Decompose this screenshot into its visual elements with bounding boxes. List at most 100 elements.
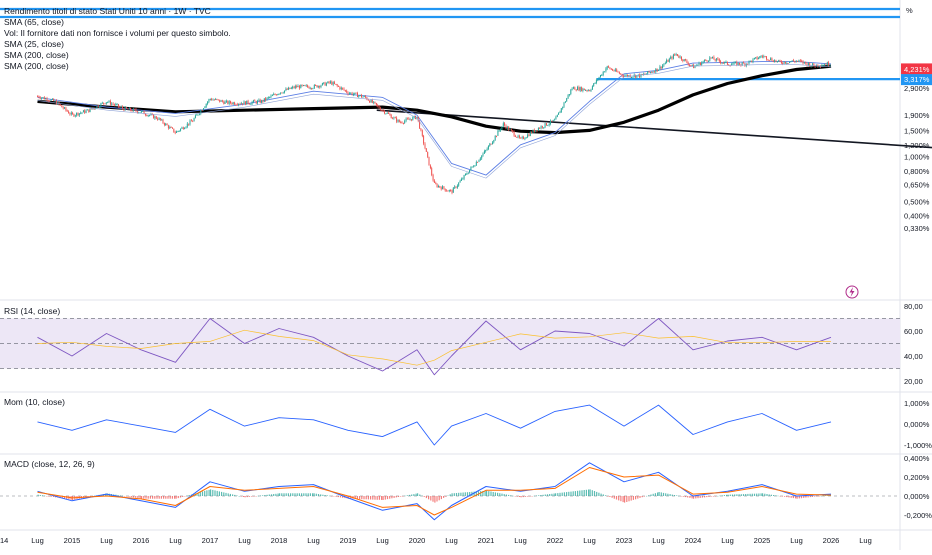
macd-histogram-bar bbox=[152, 496, 154, 499]
candle-body bbox=[120, 106, 122, 108]
candle-body bbox=[363, 96, 365, 98]
macd-histogram-bar bbox=[238, 496, 240, 497]
macd-histogram-bar bbox=[805, 496, 807, 498]
candle-body bbox=[621, 73, 623, 76]
macd-histogram-bar bbox=[378, 496, 380, 500]
rsi-pane-label[interactable]: RSI (14, close) bbox=[4, 306, 61, 316]
macd-histogram-bar bbox=[188, 495, 190, 496]
legend-sma-65[interactable]: SMA (65, close) bbox=[4, 17, 64, 27]
candle-body bbox=[685, 59, 686, 61]
candle-body bbox=[286, 88, 288, 90]
candle-body bbox=[558, 112, 560, 115]
macd-histogram-bar bbox=[643, 496, 645, 497]
candle-body bbox=[654, 71, 655, 73]
macd-histogram-bar bbox=[391, 496, 393, 499]
candle-body bbox=[277, 94, 279, 96]
candle-body bbox=[401, 122, 403, 124]
candle-body bbox=[342, 87, 344, 89]
macd-histogram-bar bbox=[818, 496, 820, 497]
candle-body bbox=[433, 180, 435, 183]
candle-body bbox=[80, 112, 82, 114]
candle-body bbox=[555, 116, 557, 120]
candle-body bbox=[76, 112, 78, 116]
trendline bbox=[376, 109, 932, 149]
macd-histogram-bar bbox=[115, 494, 117, 496]
macd-histogram-bar bbox=[566, 492, 568, 496]
candle-body bbox=[498, 130, 500, 132]
candle-body bbox=[224, 101, 226, 104]
candle-body bbox=[667, 60, 669, 62]
candle-body bbox=[517, 135, 519, 138]
candle-body bbox=[617, 71, 619, 73]
macd-histogram-bar bbox=[397, 496, 400, 497]
macd-histogram-bar bbox=[119, 495, 121, 496]
macd-pane-label[interactable]: MACD (close, 12, 26, 9) bbox=[4, 459, 95, 469]
legend-sma-200-b[interactable]: SMA (200, close) bbox=[4, 61, 69, 71]
candle-body bbox=[473, 166, 475, 168]
candle-body bbox=[366, 97, 368, 100]
macd-histogram-bar bbox=[604, 495, 607, 496]
candle-body bbox=[551, 120, 553, 122]
macd-histogram-bar bbox=[421, 495, 423, 497]
candle-body bbox=[544, 123, 546, 128]
macd-histogram-bar bbox=[699, 496, 701, 498]
candle-body bbox=[467, 173, 469, 175]
candle-body bbox=[508, 126, 510, 130]
rsi-axis-tick-0: 80,00 bbox=[904, 302, 923, 311]
candle-body bbox=[462, 178, 464, 180]
candle-body bbox=[50, 99, 52, 102]
macd-histogram-bar bbox=[171, 496, 173, 499]
candle-body bbox=[346, 90, 348, 93]
candle-body bbox=[563, 102, 565, 107]
candle-body bbox=[385, 113, 387, 115]
time-axis-label-16: 2022 bbox=[547, 536, 564, 545]
macd-histogram-bar bbox=[294, 493, 296, 496]
candle-body bbox=[585, 90, 587, 91]
candle-body bbox=[514, 135, 516, 137]
time-axis-label-10: 2019 bbox=[340, 536, 357, 545]
macd-histogram-bar bbox=[460, 492, 462, 496]
legend-sma-200-a[interactable]: SMA (200, close) bbox=[4, 50, 69, 60]
candle-body bbox=[332, 82, 334, 85]
price-axis-tick-8: 0,400% bbox=[904, 212, 930, 221]
chart-title[interactable]: Rendimento titoli di stato Stati Uniti 1… bbox=[4, 6, 211, 16]
candle-body bbox=[546, 123, 547, 126]
candle-body bbox=[659, 66, 661, 70]
rsi-ma-line bbox=[37, 329, 831, 366]
macd-histogram-bar bbox=[715, 496, 717, 497]
candle-body bbox=[500, 129, 502, 131]
macd-histogram-bar bbox=[514, 496, 516, 497]
candle-body bbox=[807, 63, 809, 66]
candle-body bbox=[675, 54, 677, 55]
candle-body bbox=[405, 118, 407, 121]
momentum-pane-label[interactable]: Mom (10, close) bbox=[4, 397, 65, 407]
time-axis-label-17: Lug bbox=[583, 536, 596, 545]
macd-histogram-bar bbox=[717, 495, 719, 497]
candle-body bbox=[470, 167, 472, 171]
legend-sma-25[interactable]: SMA (25, close) bbox=[4, 39, 64, 49]
candle-body bbox=[797, 60, 799, 62]
candle-body bbox=[162, 119, 164, 124]
candle-body bbox=[697, 64, 699, 66]
candle-body bbox=[701, 62, 703, 66]
candle-body bbox=[292, 86, 294, 88]
candle-body bbox=[101, 102, 103, 104]
candle-body bbox=[122, 106, 123, 109]
candle-body bbox=[802, 61, 804, 64]
candle-body bbox=[446, 190, 448, 192]
price-axis-tick-1: 1,900% bbox=[904, 111, 930, 120]
candle-body bbox=[73, 114, 75, 117]
candle-body bbox=[774, 60, 776, 62]
candle-body bbox=[736, 62, 738, 66]
candle-body bbox=[331, 81, 333, 85]
macd-histogram-bar bbox=[290, 493, 292, 496]
candle-body bbox=[369, 100, 371, 103]
rsi-axis-tick-2: 40,00 bbox=[904, 352, 923, 361]
macd-histogram-bar bbox=[251, 496, 253, 497]
candle-body bbox=[382, 110, 384, 112]
candle-body bbox=[501, 126, 503, 130]
sma-25-line bbox=[37, 64, 832, 179]
candle-body bbox=[365, 96, 367, 98]
